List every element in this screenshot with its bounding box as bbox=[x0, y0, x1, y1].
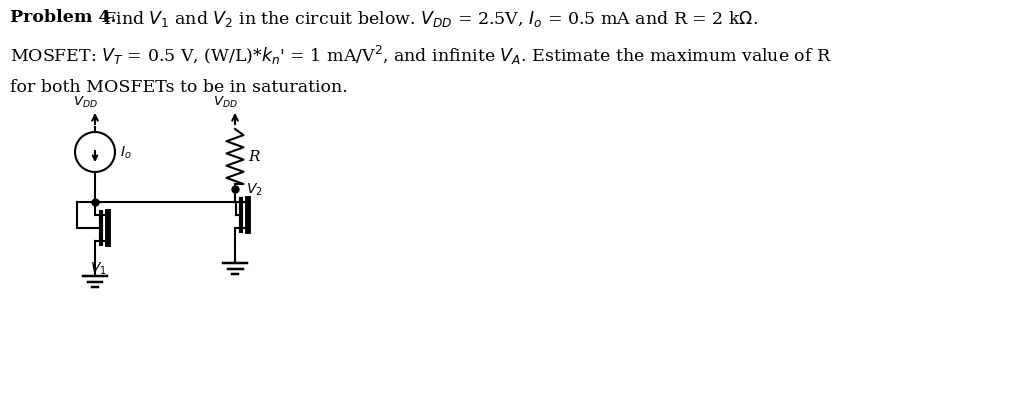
Text: $V_{DD}$: $V_{DD}$ bbox=[73, 95, 98, 110]
Text: R: R bbox=[248, 150, 259, 164]
Text: MOSFET: $V_T$ = 0.5 V, (W/L)*$k_n$' = 1 mA/V$^2$, and infinite $V_A$. Estimate t: MOSFET: $V_T$ = 0.5 V, (W/L)*$k_n$' = 1 … bbox=[10, 44, 833, 67]
Text: $V_1$: $V_1$ bbox=[90, 260, 106, 277]
Text: $V_{DD}$: $V_{DD}$ bbox=[213, 95, 238, 110]
Text: Problem 4.: Problem 4. bbox=[10, 9, 117, 26]
Text: Find $V_1$ and $V_2$ in the circuit below. $V_{DD}$ = 2.5V, $I_o$ = 0.5 mA and R: Find $V_1$ and $V_2$ in the circuit belo… bbox=[98, 9, 758, 29]
Text: $I_o$: $I_o$ bbox=[120, 145, 132, 161]
Text: for both MOSFETs to be in saturation.: for both MOSFETs to be in saturation. bbox=[10, 79, 348, 96]
Text: $V_2$: $V_2$ bbox=[246, 181, 263, 198]
